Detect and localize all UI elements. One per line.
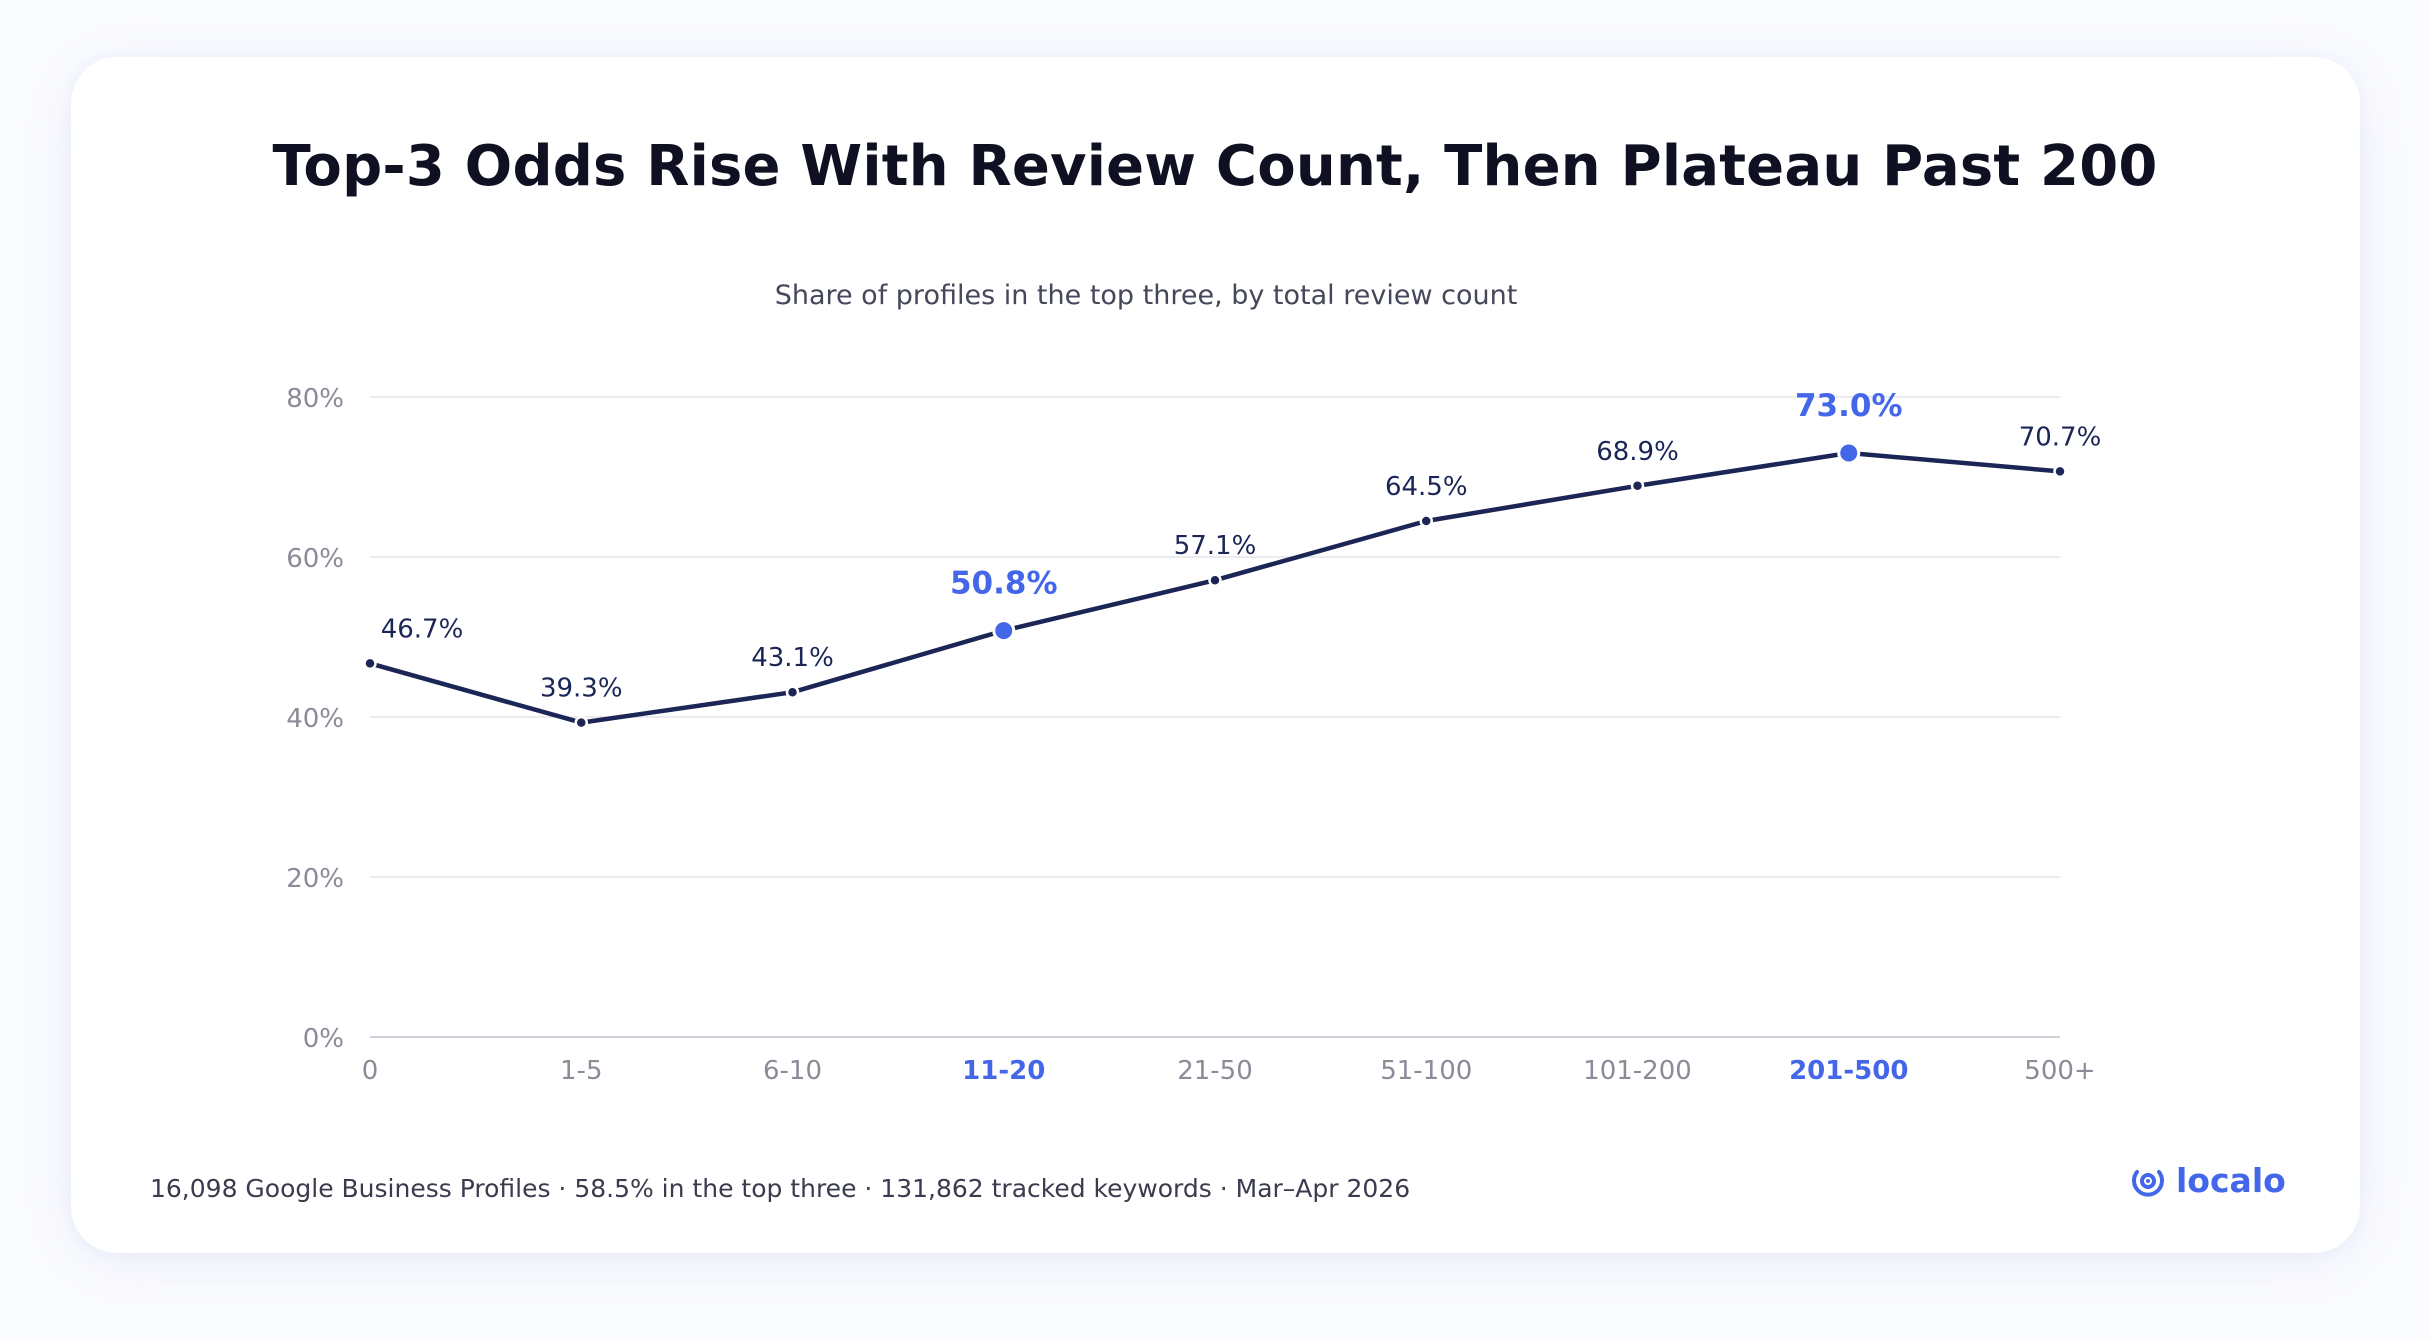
- footer-note: 16,098 Google Business Profiles · 58.5% …: [150, 1174, 1411, 1203]
- y-tick-label: 20%: [286, 864, 344, 894]
- x-tick-label: 201-500: [1789, 1056, 1908, 1086]
- data-label: 73.0%: [1795, 388, 1903, 424]
- x-tick-label: 1-5: [560, 1056, 602, 1086]
- brand-logo: localo: [2128, 1160, 2286, 1200]
- data-point: [363, 656, 377, 671]
- y-tick-label: 60%: [286, 544, 344, 574]
- series-line: [367, 450, 2063, 725]
- data-label: 64.5%: [1385, 472, 1468, 502]
- brand-name: localo: [2176, 1160, 2286, 1200]
- chart-card: [71, 57, 2360, 1253]
- x-tick-label: 51-100: [1380, 1056, 1472, 1086]
- x-axis-ticks: 0 1-5 6-10 11-20 21-50 51-100 101-200 201-500 50…: [362, 1056, 2096, 1086]
- data-point: [1630, 479, 1645, 493]
- data-label: 70.7%: [2019, 422, 2102, 452]
- data-point: [1208, 573, 1222, 587]
- x-tick-label: 11-20: [962, 1056, 1045, 1086]
- data-point: [2053, 464, 2067, 479]
- series-line-group: [367, 450, 2063, 725]
- data-point: [574, 715, 588, 730]
- chart-title: Top-3 Odds Rise With Review Count, Then …: [272, 134, 2158, 199]
- x-tick-label: 0: [362, 1056, 379, 1086]
- data-label: 46.7%: [381, 614, 464, 644]
- y-tick-label: 80%: [286, 384, 344, 414]
- data-point-highlight: [992, 619, 1016, 643]
- data-label: 50.8%: [950, 566, 1058, 602]
- x-tick-label: 21-50: [1177, 1056, 1253, 1086]
- location-pin-icon: [2132, 1170, 2164, 1197]
- x-tick-label: 101-200: [1583, 1056, 1692, 1086]
- data-point: [1419, 514, 1433, 528]
- chart-subtitle: Share of profiles in the top three, by t…: [774, 280, 1518, 311]
- y-tick-label: 0%: [303, 1024, 344, 1054]
- data-point-highlight: [1837, 441, 1861, 465]
- data-label: 43.1%: [751, 643, 834, 673]
- x-tick-label: 6-10: [763, 1056, 822, 1086]
- data-label: 39.3%: [540, 674, 623, 704]
- x-tick-label: 500+: [2024, 1056, 2095, 1086]
- data-labels: 46.7% 39.3% 43.1% 50.8% 57.1% 64.5% 68.9% 73.0%…: [381, 388, 2102, 704]
- data-label: 57.1%: [1174, 531, 1257, 561]
- gridlines: [370, 396, 2060, 1038]
- y-axis-ticks: 0% 20% 40% 60% 80%: [286, 384, 344, 1054]
- data-points: [363, 441, 2067, 730]
- y-tick-label: 40%: [286, 704, 344, 734]
- data-label: 68.9%: [1596, 437, 1679, 467]
- data-point: [785, 685, 800, 699]
